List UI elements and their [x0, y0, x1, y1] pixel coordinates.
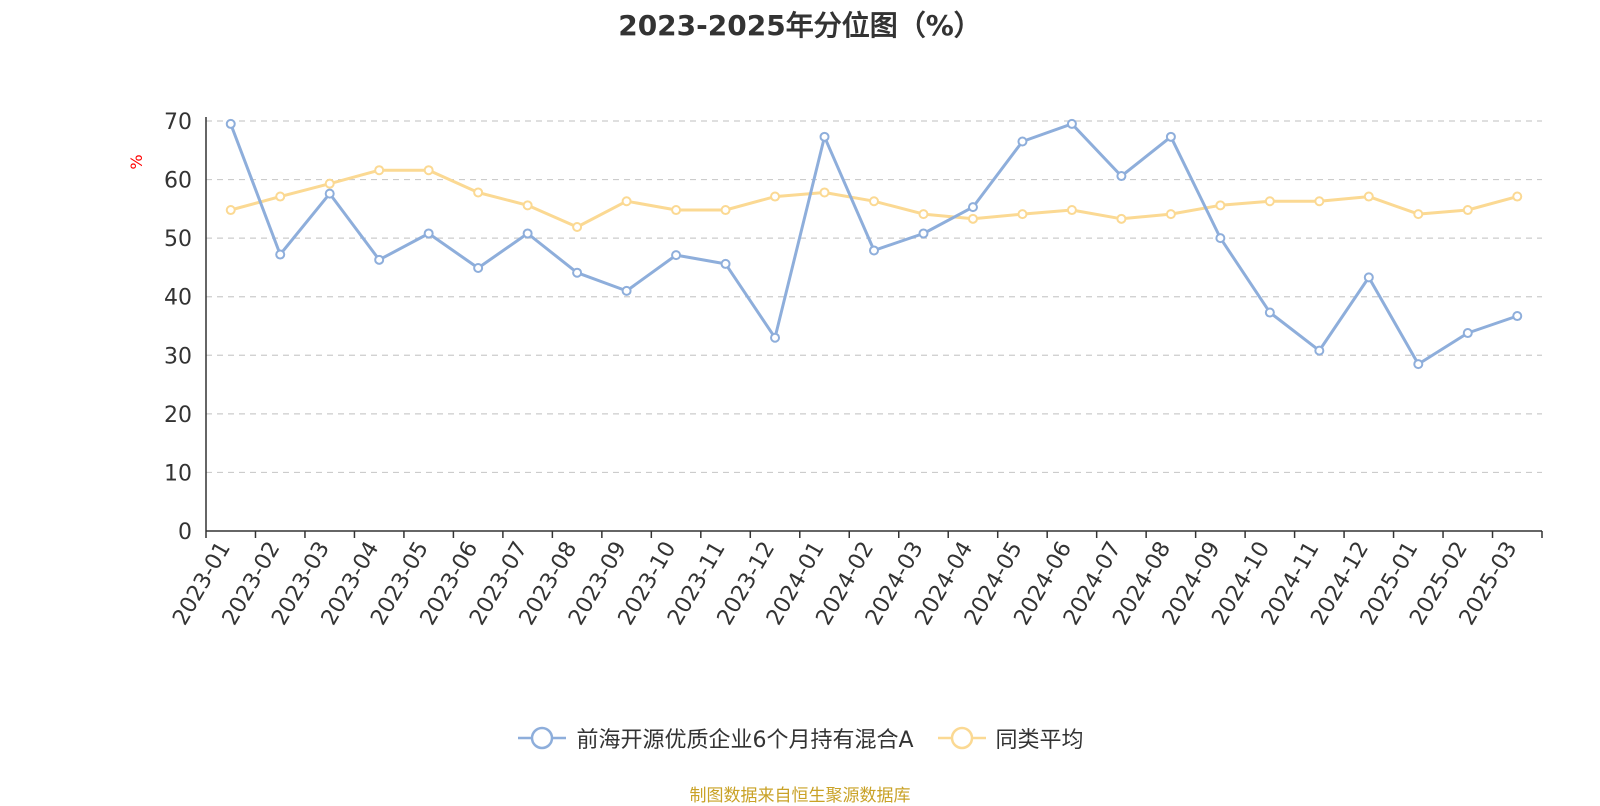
data-point [1314, 196, 1325, 207]
data-point [869, 196, 879, 207]
data-point [1215, 233, 1226, 244]
data-point [967, 202, 978, 213]
grid-lines [206, 120, 1542, 474]
data-point [423, 228, 434, 239]
y-axis-label: % [127, 154, 146, 169]
data-point [1066, 205, 1077, 216]
line-chart: 0 10 20 30 40 50 60 70 2023-012023-022023-03202… [127, 110, 1543, 630]
data-point [1264, 196, 1275, 207]
legend-label: 同类平均 [995, 728, 1084, 753]
y-tick-labels: 0 10 20 30 40 50 60 70 [164, 110, 192, 545]
data-point [671, 205, 682, 216]
data-point [522, 228, 533, 239]
legend-label: 前海开源优质企业6个月持有混合A [576, 728, 914, 753]
data-point [1413, 359, 1424, 370]
series [225, 118, 1523, 370]
data-point [324, 188, 335, 199]
legend-item[interactable]: 同类平均 [936, 722, 1084, 754]
data-point [324, 178, 335, 189]
data-point [1066, 118, 1077, 129]
legend-swatch [518, 726, 567, 750]
data-point [473, 187, 484, 198]
y-tick-label: 30 [164, 344, 192, 369]
chart-title: 2023-2025年分位图（%） [618, 9, 982, 42]
data-point [473, 263, 484, 274]
data-point [1462, 205, 1473, 216]
data-point [1215, 200, 1226, 211]
data-point [918, 209, 929, 220]
series [225, 165, 1523, 233]
x-tick-labels: 2023-012023-022023-032023-042023-052023-… [168, 537, 1522, 629]
data-point [1363, 272, 1374, 283]
source-note: 制图数据来自恒生聚源数据库 [689, 786, 911, 806]
data-point [869, 245, 879, 256]
y-tick-label: 70 [164, 110, 192, 135]
data-point [1512, 191, 1523, 202]
data-point [1462, 328, 1473, 339]
data-point [770, 191, 781, 202]
legend-swatch [937, 726, 986, 750]
data-point [819, 131, 830, 142]
data-point [275, 249, 286, 260]
legend-item[interactable]: 前海开源优质企业6个月持有混合A [516, 722, 914, 754]
data-point [572, 222, 583, 233]
y-tick-label: 0 [178, 520, 192, 545]
series-line [229, 122, 1518, 366]
data-point [1413, 209, 1424, 220]
y-tick-label: 60 [164, 169, 192, 194]
data-point [1017, 209, 1028, 220]
data-point [572, 267, 583, 278]
y-tick-label: 50 [164, 227, 192, 252]
data-point [1017, 136, 1028, 147]
legend: 前海开源优质企业6个月持有混合A 同类平均 [0, 722, 1600, 754]
data-point [1314, 345, 1325, 356]
data-point [423, 165, 434, 176]
data-point [819, 187, 830, 198]
y-tick-label: 10 [164, 461, 192, 486]
data-point [1512, 311, 1523, 322]
data-point [720, 258, 731, 269]
data-point [1264, 307, 1275, 318]
data-point [621, 285, 632, 296]
data-point [275, 191, 286, 202]
data-point [1116, 213, 1127, 224]
data-point [522, 200, 533, 211]
data-point [1116, 171, 1127, 182]
data-point [374, 254, 385, 265]
data-point [967, 213, 978, 224]
y-tick-label: 40 [164, 286, 192, 311]
data-point [225, 205, 236, 216]
y-tick-label: 20 [164, 403, 192, 428]
data-point [770, 332, 781, 343]
data-point [671, 250, 682, 261]
series-lines [225, 118, 1523, 370]
data-point [1165, 209, 1176, 220]
data-point [225, 118, 236, 129]
data-point [1165, 131, 1176, 142]
data-point [621, 196, 632, 207]
data-point [1363, 191, 1374, 202]
data-point [918, 228, 929, 239]
data-point [374, 165, 385, 176]
data-point [720, 205, 731, 216]
axes [205, 117, 1543, 538]
